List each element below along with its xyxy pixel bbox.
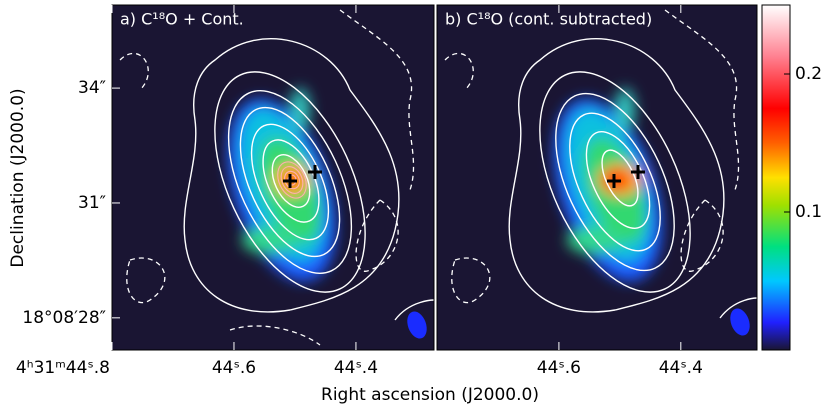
x-tick-label: 44ˢ.4 — [659, 358, 703, 378]
source-markers — [283, 165, 322, 188]
colorbar — [761, 4, 791, 351]
y-tick-label: 18°08′28″ — [22, 308, 106, 328]
y-axis-label: Declination (J2000.0) — [8, 88, 28, 267]
panel-title: b) C¹⁸O (cont. subtracted) — [445, 10, 652, 29]
beam — [730, 308, 750, 336]
panel-b — [437, 5, 757, 350]
panel-frame — [111, 4, 435, 351]
source-markers — [607, 165, 645, 188]
y-tick-label: 34″ — [78, 78, 106, 98]
panel-a — [112, 5, 434, 350]
colorbar-tick-label: 0.1 — [795, 202, 822, 222]
x-tick-label: 44ˢ.6 — [537, 358, 581, 378]
x-tick-label: 44ˢ.4 — [334, 358, 378, 378]
panel-title: a) C¹⁸O + Cont. — [120, 10, 244, 29]
colorbar-tick-label: 0.2 — [795, 64, 822, 84]
beam — [407, 311, 427, 339]
x-axis-label: Right ascension (J2000.0) — [321, 385, 539, 405]
x-tick-label: 44ˢ.6 — [212, 358, 256, 378]
contours — [119, 9, 434, 346]
y-tick-label: 31″ — [78, 193, 106, 213]
x-tick-label: 4ʰ31ᵐ44ˢ.8 — [16, 358, 110, 378]
panel-frame — [436, 4, 758, 351]
contours — [444, 9, 757, 319]
